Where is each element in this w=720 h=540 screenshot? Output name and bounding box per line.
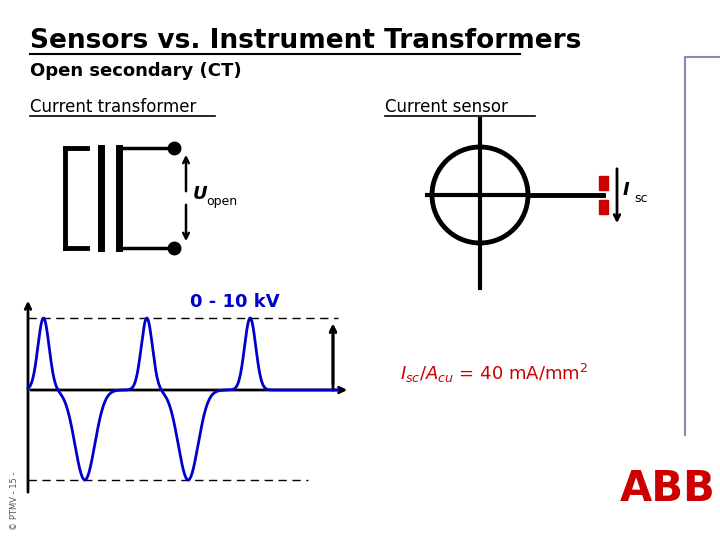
Text: 0 - 10 kV: 0 - 10 kV — [190, 293, 280, 311]
Bar — [598, 176, 608, 190]
Text: $\mathit{I}_{sc}/\mathit{A}_{cu}$ = 40 mA/mm$^2$: $\mathit{I}_{sc}/\mathit{A}_{cu}$ = 40 m… — [400, 362, 588, 385]
Text: Open secondary (CT): Open secondary (CT) — [30, 62, 242, 80]
Text: Current transformer: Current transformer — [30, 98, 197, 116]
Text: © PTMV - 15 -: © PTMV - 15 - — [10, 471, 19, 530]
Text: Sensors vs. Instrument Transformers: Sensors vs. Instrument Transformers — [30, 28, 581, 54]
Text: U: U — [193, 185, 207, 203]
Text: ABB: ABB — [620, 468, 716, 510]
Text: open: open — [206, 194, 237, 207]
Text: I: I — [623, 181, 630, 199]
Text: sc: sc — [634, 192, 647, 205]
Bar — [598, 200, 608, 214]
Text: Current sensor: Current sensor — [385, 98, 508, 116]
